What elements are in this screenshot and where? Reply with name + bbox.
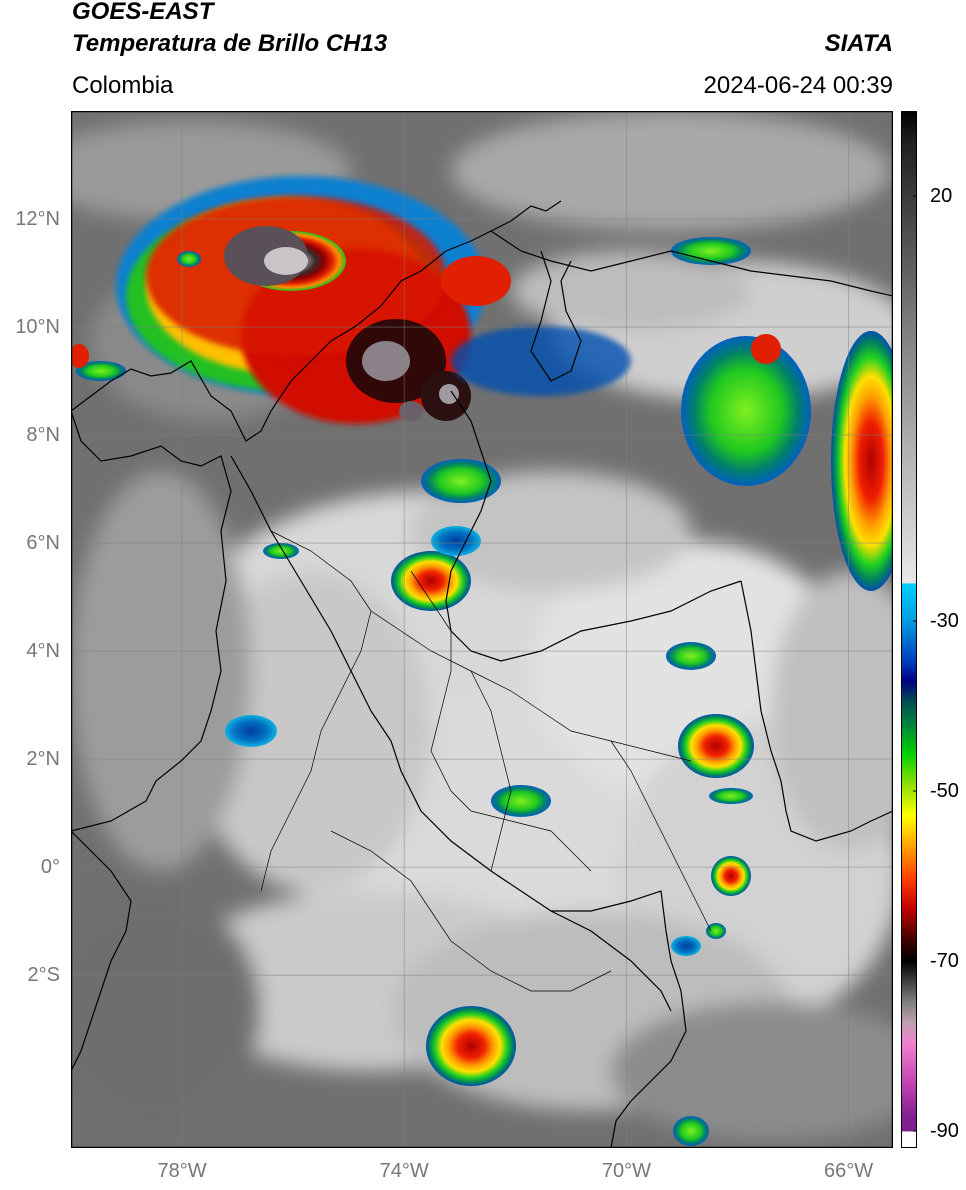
andes-border — [230, 455, 672, 1012]
colorbar-ticks — [913, 195, 917, 1132]
grid-lines — [71, 111, 893, 1148]
lat-tick-label: 2°S — [27, 964, 60, 987]
lat-tick-label: 12°N — [15, 208, 60, 231]
department-borders-south — [330, 830, 612, 992]
peru-brazil-border — [551, 890, 687, 1148]
department-borders-center — [470, 670, 512, 872]
colorbar — [901, 111, 917, 1148]
lat-tick-label: 0° — [40, 856, 60, 879]
datetime-label: 2024-06-24 00:39 — [703, 72, 894, 99]
lon-tick-label: 74°W — [379, 1160, 429, 1182]
colorbar-tick-label: 20 — [930, 185, 953, 207]
convective-cells — [71, 176, 893, 1146]
lat-tick-label: 6°N — [26, 532, 60, 555]
department-borders-west — [260, 530, 372, 892]
colorbar-tick-label: -90 — [930, 1120, 959, 1142]
product-title: Temperatura de Brillo CH13 — [72, 30, 388, 57]
pacific-coast — [71, 410, 232, 832]
lon-tick-label: 66°W — [824, 1160, 874, 1182]
lat-tick-label: 8°N — [26, 424, 60, 447]
satellite-map — [71, 111, 893, 1148]
lon-tick-label: 70°W — [601, 1160, 651, 1182]
lat-tick-label: 10°N — [15, 316, 60, 339]
lat-tick-label: 4°N — [26, 640, 60, 663]
caribbean-coast — [71, 200, 562, 442]
venezuela-coast — [490, 230, 893, 297]
colorbar-tick-label: -70 — [930, 950, 959, 972]
department-borders-east — [370, 610, 692, 762]
department-borders — [410, 570, 592, 872]
organization-label: SIATA — [824, 30, 893, 57]
colorbar-scale — [901, 111, 917, 1148]
cloud-field — [71, 111, 893, 1141]
colorbar-tick-label: -30 — [930, 610, 959, 632]
region-label: Colombia — [72, 72, 174, 99]
maracaibo-lake — [530, 250, 582, 382]
borders — [71, 200, 893, 1148]
lon-tick-label: 78°W — [157, 1160, 207, 1182]
department-borders-vaupes — [610, 740, 712, 932]
brazil-north-border — [740, 580, 893, 842]
ecuador-coast — [71, 830, 132, 1072]
colorbar-tick-label: -50 — [930, 780, 959, 802]
lat-tick-label: 2°N — [26, 748, 60, 771]
satellite-title: GOES-EAST — [72, 0, 214, 25]
map-frame — [71, 111, 893, 1148]
